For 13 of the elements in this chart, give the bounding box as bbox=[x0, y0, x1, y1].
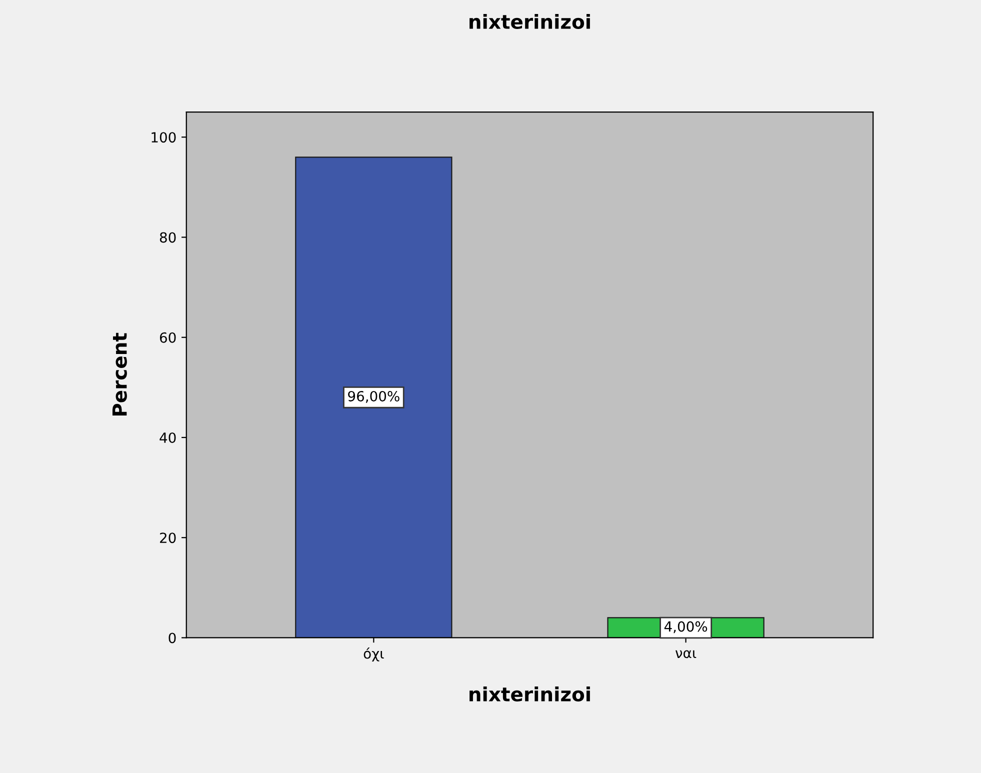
data-label: 96,00% bbox=[348, 390, 400, 403]
y-tick-label: 40 bbox=[160, 432, 176, 443]
data-label: 4,00% bbox=[664, 621, 708, 634]
y-tick-label: 0 bbox=[168, 632, 176, 644]
y-tick-label: 60 bbox=[160, 332, 176, 343]
y-tick-label: 100 bbox=[152, 132, 176, 143]
y-tick-label: 80 bbox=[160, 232, 176, 243]
x-tick-label: ναι bbox=[676, 650, 696, 658]
y-axis-title: Percent bbox=[112, 332, 127, 416]
x-axis-title: nixterinizoi bbox=[470, 686, 590, 702]
x-tick-label: όχι bbox=[364, 647, 384, 662]
chart-title: nixterinizoi bbox=[470, 14, 590, 30]
y-tick-label: 20 bbox=[160, 532, 176, 544]
